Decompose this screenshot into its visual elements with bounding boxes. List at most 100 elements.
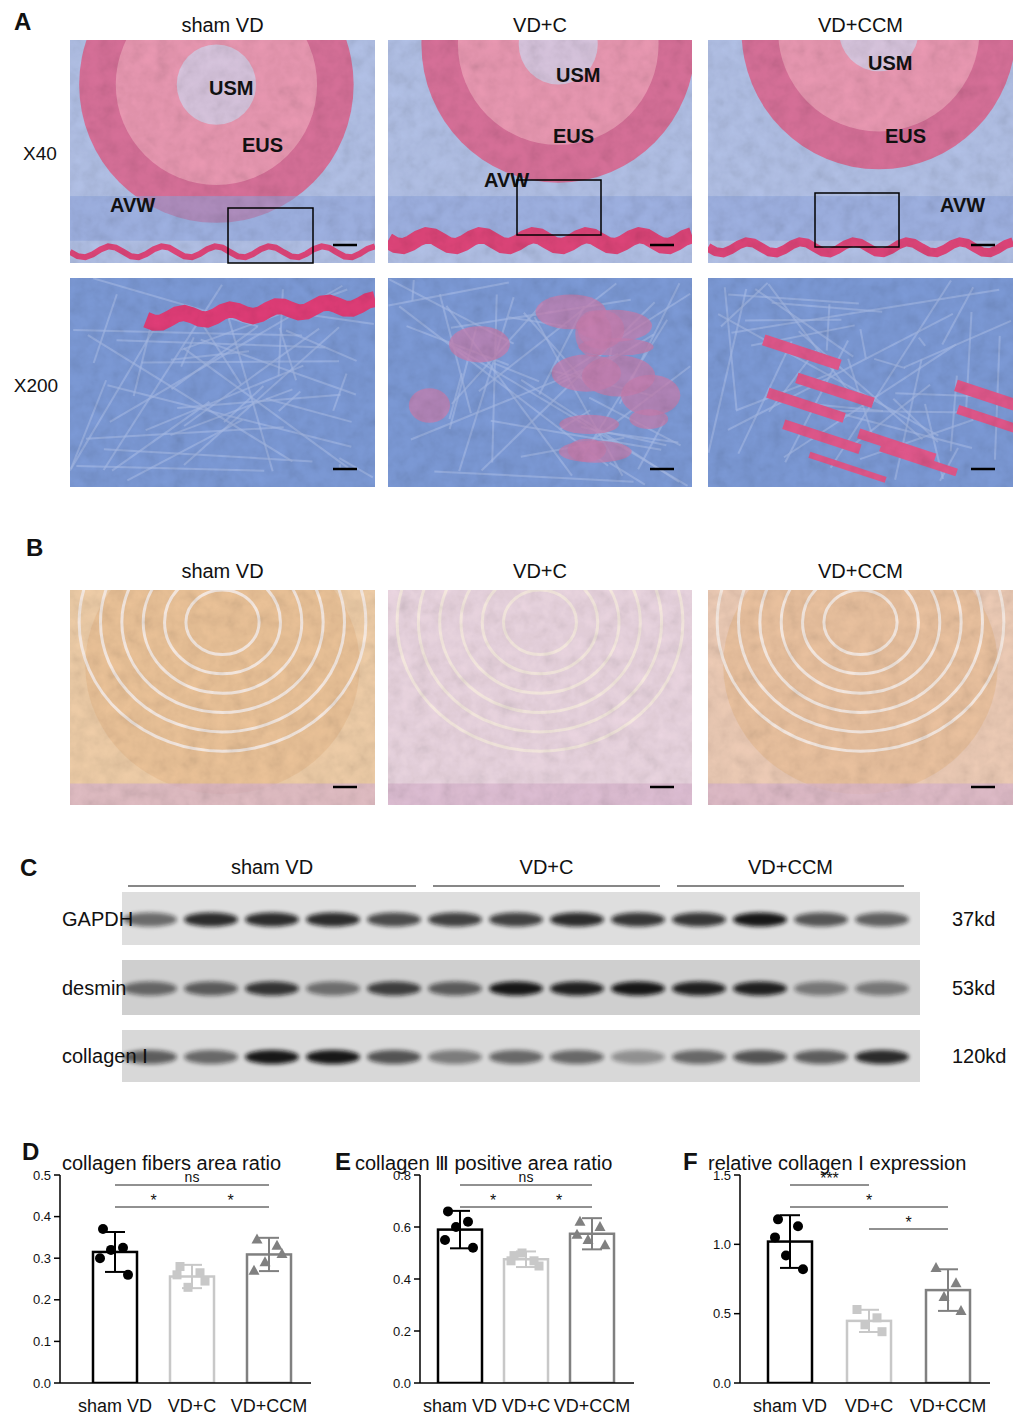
tissue-base (708, 40, 1013, 263)
blot-band (428, 913, 482, 927)
texture (388, 278, 692, 487)
category-label: sham VD (423, 1396, 497, 1416)
error-bar (938, 1269, 958, 1311)
tick-label: 0.1 (33, 1334, 51, 1349)
tick (54, 1382, 60, 1384)
data-point (176, 1262, 185, 1271)
chart-title: collagen fibers area ratio (62, 1152, 281, 1174)
blot-band (245, 1050, 299, 1064)
blot-band (123, 982, 177, 996)
blot-strip (122, 1030, 920, 1082)
tissue-base (70, 40, 375, 263)
significance-label: * (905, 1214, 911, 1231)
blot-band (428, 1050, 482, 1064)
data-point (853, 1305, 862, 1314)
blot-band (306, 913, 360, 927)
texture (708, 278, 1013, 487)
group-title: VD+C (513, 14, 567, 36)
scale-bar (971, 468, 995, 471)
histology-image (708, 40, 1013, 263)
x-axis (420, 1382, 634, 1384)
data-point (106, 1245, 116, 1255)
tick-label: 0.0 (393, 1376, 411, 1391)
panel-label: C (20, 854, 37, 881)
data-point (931, 1262, 942, 1272)
data-point (252, 1233, 263, 1243)
tick-label: 0.5 (713, 1306, 731, 1321)
category-label: VD+C (168, 1396, 217, 1416)
error-cap (105, 1271, 125, 1273)
tick-label: 0.6 (393, 1220, 411, 1235)
tick (54, 1299, 60, 1301)
tissue-label: USM (868, 52, 912, 74)
y-axis (739, 1175, 741, 1383)
error-cap (450, 1247, 470, 1249)
tissue-label: EUS (885, 125, 926, 147)
data-point (773, 1214, 783, 1224)
error-cap (259, 1237, 279, 1239)
data-point (600, 1239, 611, 1249)
category-label: VD+C (845, 1396, 894, 1416)
blot-band (489, 1050, 543, 1064)
histology-image (70, 278, 375, 487)
tick-label: 1.5 (713, 1168, 731, 1183)
blot-band (794, 913, 848, 927)
blot-band (855, 1050, 909, 1064)
tissue-label: USM (209, 77, 253, 99)
tick (734, 1244, 740, 1246)
tick (414, 1226, 420, 1228)
group-label: VD+C (520, 856, 574, 878)
histology-image (70, 40, 375, 263)
significance-label: ns (519, 1169, 534, 1185)
magnification: X200 (14, 375, 58, 396)
tick-label: 0.8 (393, 1168, 411, 1183)
bar (170, 1277, 214, 1383)
significance-label: *** (820, 1170, 839, 1187)
histology-image (388, 40, 692, 263)
zoom-box (517, 180, 601, 235)
histology-image (388, 590, 692, 805)
blot-band (550, 982, 604, 996)
error-cap (582, 1217, 602, 1219)
blot-band (611, 913, 665, 927)
panel-label: A (14, 8, 31, 35)
tissue-label: EUS (553, 125, 594, 147)
blot-band (123, 913, 177, 927)
category-label: VD+CCM (231, 1396, 308, 1416)
error-cap (780, 1267, 800, 1269)
figure: Asham VDVD+CVD+CCMX40X200USMEUSAVWUSMEUS… (0, 0, 1020, 1423)
tick (734, 1382, 740, 1384)
tissue-base (388, 278, 692, 487)
blot-band (306, 1050, 360, 1064)
histology-image (708, 278, 1013, 487)
zoom-box (228, 208, 313, 263)
data-point (463, 1217, 473, 1227)
blot-band (855, 913, 909, 927)
blot-band (733, 913, 787, 927)
data-point (123, 1270, 133, 1280)
group-label: sham VD (231, 856, 313, 878)
group-title: sham VD (181, 560, 263, 582)
tissue-label: EUS (242, 134, 283, 156)
tissue-base (388, 40, 692, 263)
blot-band (794, 982, 848, 996)
blot-band (123, 1050, 177, 1064)
background (0, 0, 1020, 1423)
blot-band (855, 982, 909, 996)
bar (504, 1259, 548, 1383)
data-point (878, 1327, 887, 1336)
data-point (781, 1250, 791, 1260)
tick (54, 1341, 60, 1343)
data-point (173, 1270, 182, 1279)
size-label: 53kd (952, 977, 995, 999)
bar (247, 1254, 291, 1383)
blot-band (367, 1050, 421, 1064)
x-axis (740, 1382, 990, 1384)
data-point (793, 1221, 803, 1231)
blot-band (672, 982, 726, 996)
error-line (591, 1218, 593, 1249)
plot-area (768, 1214, 970, 1383)
blot-band (306, 982, 360, 996)
blot-band (245, 913, 299, 927)
error-bar (450, 1211, 470, 1248)
